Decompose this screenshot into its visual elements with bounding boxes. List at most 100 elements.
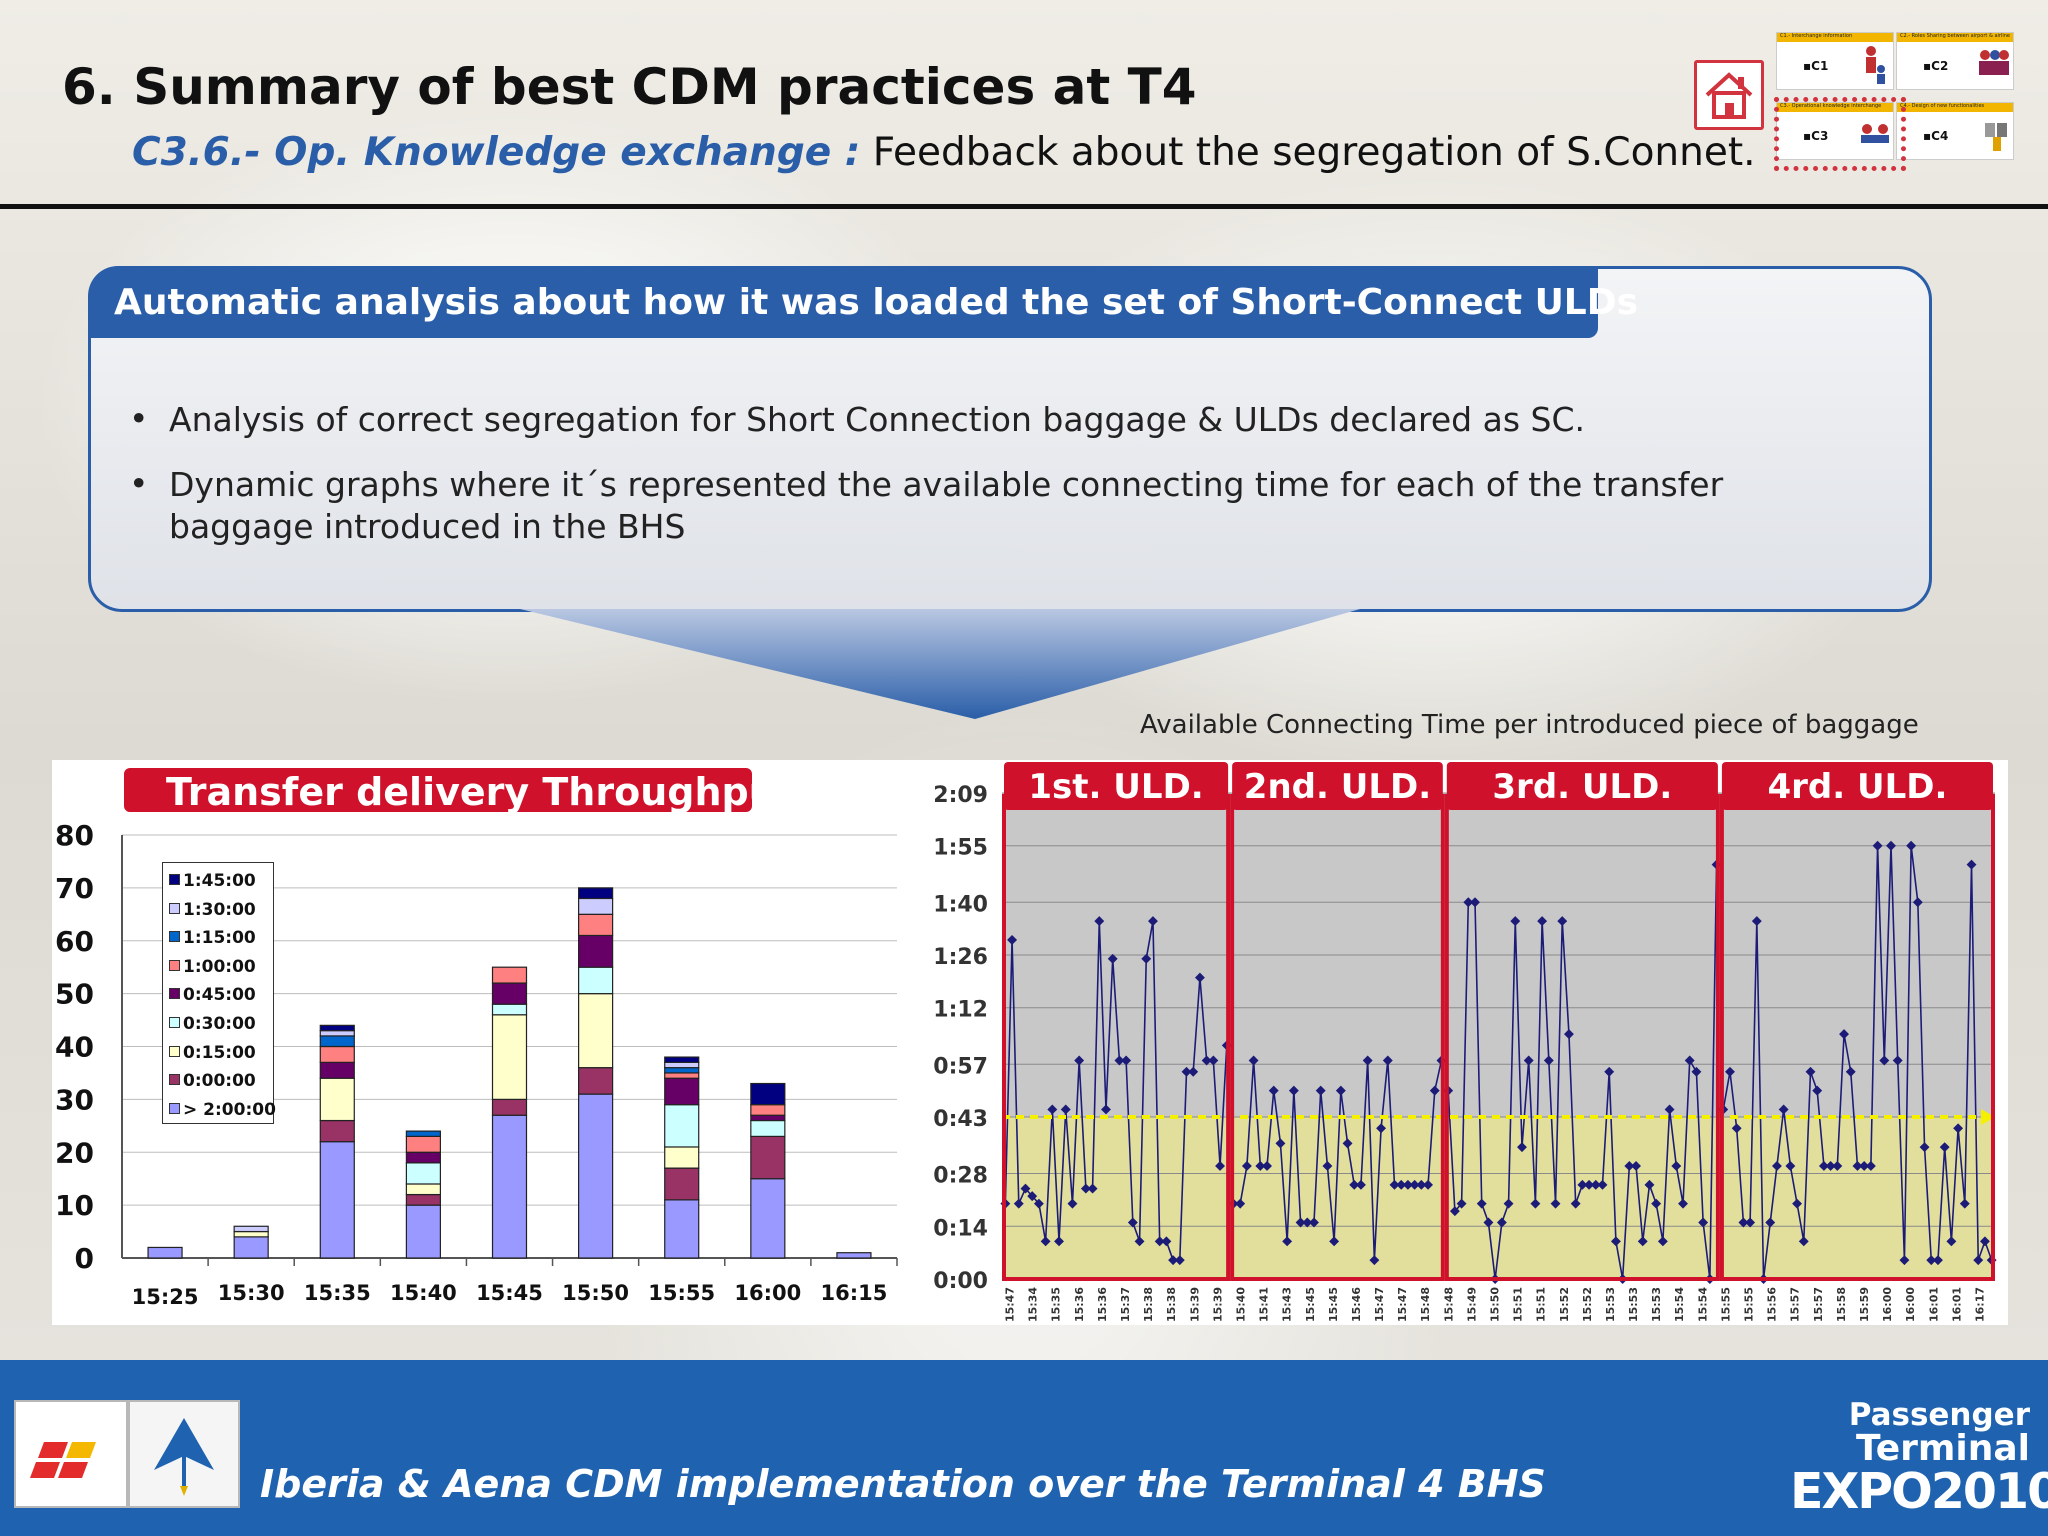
bar-segment (750, 1082, 786, 1106)
data-point (1349, 1179, 1360, 1190)
legend-swatch (169, 988, 180, 1000)
subtitle-rest: Feedback about the segregation of S.Conn… (860, 130, 1756, 175)
legend-label: 0:00:00 (183, 1071, 256, 1092)
legend-label: 1:30:00 (183, 899, 256, 920)
bar-segment (319, 1035, 355, 1048)
map-cell-c3[interactable]: C3.- Operational knowledge interchange ▪… (1776, 102, 1894, 160)
data-point (1054, 1236, 1064, 1247)
bar-segment (750, 1114, 786, 1122)
x-tick-label: 15:55 (1719, 1287, 1732, 1322)
bar-segment (233, 1225, 269, 1233)
data-point (1966, 859, 1977, 870)
data-point (1483, 1217, 1494, 1228)
data-point (1550, 1198, 1561, 1209)
data-point (1376, 1123, 1387, 1134)
data-point (1946, 1236, 1957, 1247)
data-point (1201, 1055, 1212, 1066)
x-tick-label: 15:49 (1465, 1287, 1478, 1322)
data-point (1751, 916, 1762, 927)
data-point (1731, 1123, 1742, 1134)
info-heading-tab: Automatic analysis about how it was load… (88, 266, 1638, 338)
x-tick-label: 15:41 (1258, 1287, 1271, 1322)
data-point (1678, 1198, 1688, 1209)
bullet-glyph: • (129, 399, 149, 438)
x-tick-label: 15:46 (1350, 1287, 1363, 1322)
bar-segment (319, 1024, 355, 1032)
y-tick-label: 0:00 (933, 1269, 988, 1294)
x-tick-label: 15:52 (1558, 1287, 1571, 1322)
data-point (1496, 1217, 1507, 1228)
data-point (1590, 1179, 1601, 1190)
bar-segment (405, 1151, 441, 1164)
y-tick-label: 30 (55, 1083, 94, 1116)
x-tick-label: 16:00 (1904, 1287, 1917, 1322)
data-point (1597, 1179, 1608, 1190)
throughput-chart-panel: 0 10 20 30 40 50 60 70 80 15:25 15:30 15:35 15:40 15:… (52, 760, 920, 1325)
x-tick-label: 15:47 (1004, 1287, 1017, 1322)
segment-title: 3rd. ULD. (1492, 767, 1672, 807)
legend-item: 0:00:00 (169, 1071, 256, 1091)
y-tick-label: 70 (55, 872, 94, 905)
legend-swatch (169, 931, 180, 943)
y-tick-label: 0:57 (933, 1054, 988, 1079)
data-point (1114, 1055, 1125, 1066)
data-point (1121, 1055, 1132, 1066)
map-cell-c4[interactable]: C4.- Design of new functionalities ▪C4 (1896, 102, 2014, 160)
data-point (1309, 1217, 1319, 1228)
data-point (1792, 1198, 1803, 1209)
x-tick-label: 15:48 (1419, 1287, 1432, 1322)
bar-segment (491, 982, 528, 1005)
data-point (1134, 1236, 1145, 1247)
data-point (1933, 1255, 1943, 1266)
bar-segment (319, 1045, 355, 1063)
data-point (1543, 1055, 1554, 1066)
aena-logo-icon (154, 1418, 214, 1496)
map-cell-label: ▪C3 (1803, 129, 1829, 143)
connecting-time-chart: 0:00 0:14 0:28 0:43 0:57 1:12 1:26 1:40 1:55 2:09… (933, 762, 1997, 1322)
expo-line-2: Terminal (1855, 1428, 2030, 1469)
data-point (1402, 1179, 1413, 1190)
bar-segment (319, 1119, 355, 1143)
map-cell-c2[interactable]: C2.- Roles Sharing between airport & air… (1896, 32, 2014, 90)
data-point (1396, 1179, 1407, 1190)
home-button[interactable] (1694, 60, 1764, 130)
x-tick-label: 15:52 (1581, 1287, 1594, 1322)
data-point (1295, 1217, 1306, 1228)
x-tick-label: 15:50 (1489, 1287, 1502, 1322)
bullet-text: Dynamic graphs where it´s represented th… (169, 465, 1724, 546)
bar-segment (233, 1236, 269, 1259)
meeting-icon (1861, 124, 1889, 143)
bar-segment (664, 1056, 700, 1063)
x-tick-label: 15:37 (1119, 1287, 1132, 1322)
home-icon (1705, 72, 1753, 119)
data-point (1584, 1179, 1595, 1190)
legend-label: 1:00:00 (183, 956, 256, 977)
x-tick-label: 16:00 (734, 1281, 801, 1305)
y-tick-label: 40 (55, 1031, 94, 1064)
data-point (1604, 1066, 1615, 1077)
segment-title: 4rd. ULD. (1767, 767, 1947, 807)
legend-item: 1:45:00 (169, 871, 256, 891)
legend-item: 0:45:00 (169, 985, 256, 1005)
y-tick-label: 1:40 (933, 892, 988, 917)
chart-caption: Available Connecting Time per introduced… (1140, 710, 1919, 740)
data-point (1241, 1161, 1252, 1171)
map-cell-c1[interactable]: C1.- Interchange information ▪C1 (1776, 32, 1894, 90)
data-point (1067, 1198, 1078, 1209)
y-tick-label: 1:12 (933, 998, 988, 1023)
data-point (1570, 1198, 1581, 1209)
bar-segment (491, 1114, 528, 1259)
map-cell-header: C3.- Operational knowledge interchange (1777, 103, 1893, 112)
data-point (1356, 1179, 1366, 1190)
data-point (1382, 1055, 1393, 1066)
bar-segment (578, 1067, 614, 1095)
bar-segment (491, 1003, 528, 1016)
data-point (1369, 1255, 1380, 1266)
y-tick-label: 0:14 (933, 1216, 988, 1241)
legend-swatch (169, 874, 180, 885)
segment-title: 1st. ULD. (1028, 767, 1203, 807)
legend-label: 0:45:00 (183, 985, 256, 1006)
data-point (1288, 1085, 1299, 1096)
x-tick-label: 15:50 (562, 1281, 629, 1305)
y-tick-label: 0:43 (933, 1107, 988, 1132)
